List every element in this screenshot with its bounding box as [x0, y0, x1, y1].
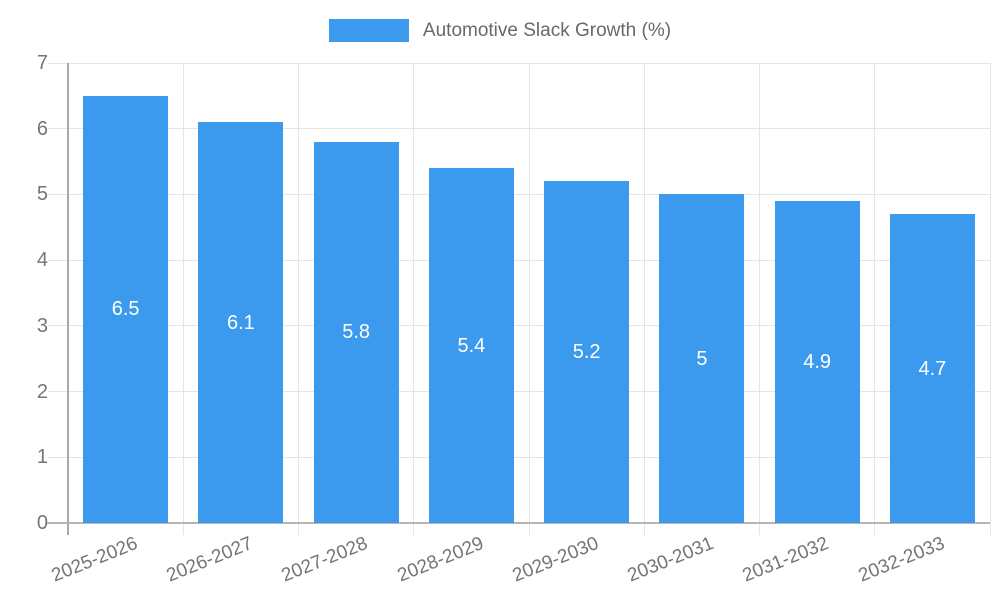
bar[interactable] — [659, 194, 745, 523]
bar[interactable] — [544, 181, 630, 523]
y-axis-tick-label: 2 — [36, 380, 48, 403]
y-axis-tick-label: 7 — [36, 52, 48, 74]
legend-label: Automotive Slack Growth (%) — [422, 20, 672, 41]
x-gridline — [413, 63, 415, 535]
y-axis-tick-label: 0 — [36, 512, 48, 534]
bar[interactable] — [198, 122, 284, 523]
y-gridline — [48, 193, 990, 195]
x-axis-line — [47, 522, 990, 524]
bar[interactable] — [83, 95, 169, 523]
x-axis-tick-label: 2025-2026 — [48, 533, 141, 587]
x-gridline — [874, 63, 876, 535]
bar[interactable] — [774, 201, 860, 523]
bar[interactable] — [889, 214, 975, 523]
y-gridline — [48, 456, 990, 458]
x-gridline — [989, 63, 991, 535]
y-axis-tick-label: 3 — [36, 314, 48, 337]
y-gridline — [48, 259, 990, 261]
y-gridline — [48, 325, 990, 327]
y-gridline — [48, 391, 990, 393]
bar[interactable] — [313, 141, 399, 523]
x-gridline — [528, 63, 530, 535]
x-axis-tick-label: 2032-2033 — [855, 533, 948, 587]
x-gridline — [759, 63, 760, 535]
x-gridline — [182, 63, 184, 535]
y-axis-tick-label: 6 — [36, 117, 48, 140]
y-axis-line — [67, 63, 69, 535]
y-axis-tick-label: 1 — [36, 446, 48, 469]
x-axis-tick-label: 2029-2030 — [509, 533, 602, 587]
x-gridline — [643, 63, 645, 535]
x-axis-tick-label: 2030-2031 — [624, 533, 717, 587]
x-axis-tick-label: 2028-2029 — [394, 533, 487, 587]
y-axis-tick-label: 4 — [36, 249, 48, 272]
x-axis-tick-label: 2027-2028 — [278, 533, 371, 587]
x-gridline — [298, 63, 299, 535]
y-gridline — [48, 62, 990, 64]
y-axis-tick-label: 5 — [36, 183, 48, 206]
x-axis-tick-label: 2026-2027 — [163, 533, 256, 587]
legend-item[interactable]: Automotive Slack Growth (%) — [0, 19, 1000, 42]
y-gridline — [48, 128, 990, 130]
x-axis-tick-label: 2031-2032 — [739, 533, 832, 587]
legend-swatch — [328, 19, 409, 42]
bar[interactable] — [428, 168, 514, 523]
